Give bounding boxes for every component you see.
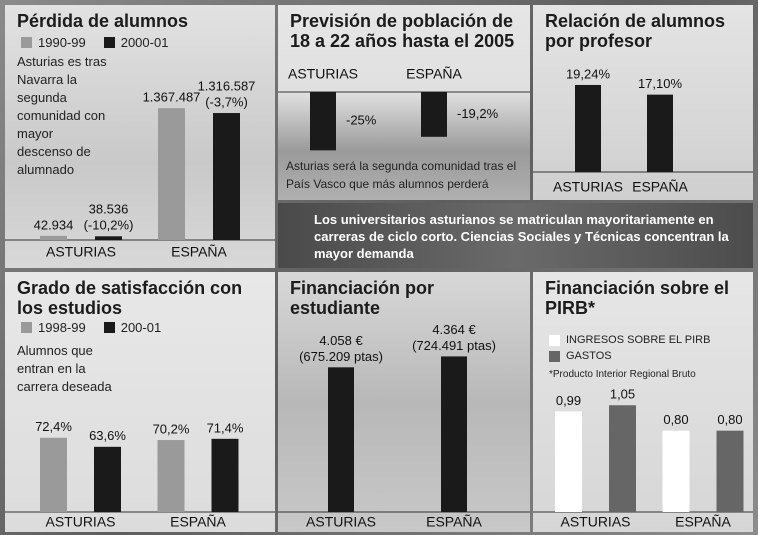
value-label: 42.934 — [34, 217, 74, 232]
legend-swatch — [549, 334, 560, 346]
category-label: ASTURIAS — [288, 66, 358, 82]
category-label: ASTURIAS — [306, 514, 376, 530]
category-label: ESPAÑA — [170, 514, 226, 530]
legend-swatch — [549, 350, 560, 362]
legend: 1998-99 200-01 — [21, 320, 161, 335]
legend-label: 2000-01 — [120, 35, 169, 50]
bar — [328, 367, 354, 512]
category-label: ESPAÑA — [171, 244, 227, 260]
value-label: 19,24% — [566, 66, 611, 81]
bar — [441, 356, 467, 512]
value-label: 38.536 — [89, 202, 129, 217]
panel-title: Financiación sobre el PIRB* — [545, 278, 730, 318]
legend: 1990-99 2000-01 — [21, 35, 168, 50]
legend-item: 1998-99 — [21, 320, 86, 335]
value-label: 0,99 — [556, 393, 581, 408]
value-label: 72,4% — [35, 419, 72, 434]
value-label: 63,6% — [89, 428, 126, 443]
value-label: 71,4% — [207, 420, 244, 435]
panel-title: Grado de satisfacción con los estudios — [17, 278, 243, 318]
value-label: 4.364 € — [432, 322, 476, 337]
legend-label: GASTOS — [566, 350, 612, 362]
panel: ASTURIAS -25% ESPAÑA -19,2% Previsión de pob… — [278, 5, 530, 200]
category-label: ASTURIAS — [553, 179, 623, 195]
bar — [310, 92, 336, 151]
legend-item: 1990-99 — [21, 35, 86, 50]
legend-item: INGRESOS SOBRE EL PIRB — [549, 334, 710, 346]
bar — [609, 405, 636, 512]
bar — [575, 84, 601, 172]
banner: Los universitarios asturianos se matricu… — [278, 203, 753, 268]
bar — [158, 108, 185, 240]
secondary-label: (675.209 ptas) — [299, 349, 383, 364]
bar — [555, 411, 582, 512]
value-label: 1.367.487 — [143, 90, 201, 105]
panel: ASTURIAS 0,99 1,05 ESPAÑA 0,80 0,80 Financiaci… — [533, 272, 753, 532]
value-label: 0,80 — [717, 412, 742, 427]
legend-item: 200-01 — [103, 320, 162, 335]
secondary-label: (724.491 ptas) — [412, 338, 496, 353]
plot: ASTURIAS 4.058 €(675.209 ptas) ESPAÑA 4.364… — [278, 322, 530, 530]
plot: ASTURIAS 42.934 38.536(-10,2%) ESPAÑA 1.367.… — [5, 78, 275, 260]
bar — [40, 235, 67, 240]
legend-swatch — [21, 37, 32, 48]
annotation: Alumnos que entran en la carrera deseada — [17, 343, 112, 394]
bar — [95, 236, 122, 240]
panel-title: Pérdida de alumnos — [17, 11, 189, 31]
legend-label: 200-01 — [120, 320, 162, 335]
panel: ASTURIAS 42.934 38.536 (-10,2%) ESPAÑA 1.367.… — [5, 5, 275, 268]
category-label: ESPAÑA — [632, 179, 688, 195]
panel: ASTURIAS 19,24% ESPAÑA 17,10% Relación de al… — [533, 5, 753, 200]
value-label: -25% — [346, 113, 377, 128]
legend: INGRESOS SOBRE EL PIRB GASTOS — [549, 334, 710, 362]
value-label: 17,10% — [638, 76, 683, 91]
legend-item: GASTOS — [549, 350, 710, 362]
bar — [157, 440, 185, 512]
value-label: 0,80 — [663, 412, 688, 427]
category-label: ASTURIAS — [46, 244, 116, 260]
panel-title: Previsión de población de 18 a 22 años h… — [290, 11, 515, 51]
category-label: ESPAÑA — [406, 66, 462, 82]
plot: ASTURIAS 19,24% ESPAÑA 17,10% — [533, 66, 753, 195]
bar — [211, 438, 239, 512]
value-label: -19,2% — [457, 106, 499, 121]
secondary-label: (-3,7%) — [205, 94, 248, 109]
panel-title: Relación de alumnos por profesor — [545, 11, 726, 51]
value-label: 70,2% — [153, 421, 190, 436]
legend-label: INGRESOS SOBRE EL PIRB — [566, 334, 711, 346]
panel: ASTURIAS 72,4% 63,6% ESPAÑA 70,2% 71,4% Grado … — [5, 272, 275, 532]
plot: ASTURIAS -25% ESPAÑA -19,2% — [278, 66, 530, 151]
value-label: 1.316.587 — [198, 78, 256, 93]
category-label: ESPAÑA — [426, 514, 482, 530]
plot: ASTURIAS 72,4% 63,6% ESPAÑA 70,2% 71,4% — [5, 419, 275, 530]
legend-item: 2000-01 — [103, 35, 169, 50]
annotation: Asturias es tras Navarra la segunda comu… — [17, 54, 107, 177]
annotation: Asturias será la segunda comunidad tras … — [286, 159, 517, 191]
legend-label: 1990-99 — [38, 35, 86, 50]
footnote: *Producto Interior Regional Bruto — [549, 369, 696, 380]
bar — [421, 92, 447, 137]
bar — [213, 113, 240, 240]
bar — [662, 430, 690, 512]
panel: ASTURIAS 4.058 € (675.209 ptas) ESPAÑA 4.364… — [278, 272, 530, 532]
panel-title: Financiación por estudiante — [290, 278, 435, 318]
category-label: ASTURIAS — [560, 514, 630, 530]
bar — [94, 446, 121, 512]
category-label: ASTURIAS — [45, 514, 115, 530]
plot: ASTURIAS 0,99 1,05 ESPAÑA 0,80 0,80 — [533, 387, 753, 530]
value-label: 4.058 € — [319, 333, 363, 348]
category-label: ESPAÑA — [675, 514, 731, 530]
bar — [40, 437, 67, 512]
legend-swatch — [21, 322, 32, 333]
legend-label: 1998-99 — [38, 320, 86, 335]
secondary-label: (-10,2%) — [84, 218, 134, 233]
value-label: 1,05 — [610, 387, 635, 402]
legend-swatch — [103, 322, 115, 333]
bar — [716, 430, 744, 512]
legend-swatch — [103, 37, 115, 48]
bar — [647, 94, 673, 172]
